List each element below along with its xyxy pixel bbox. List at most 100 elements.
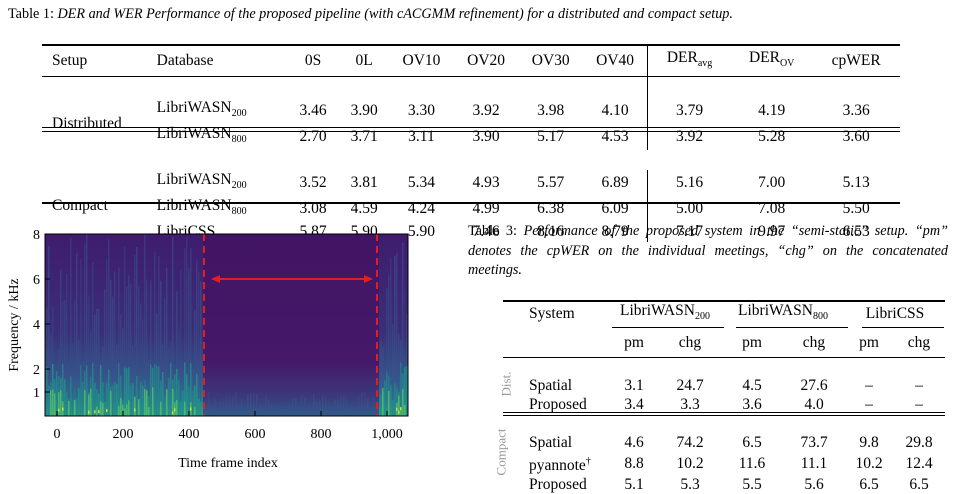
arrow-head-left <box>211 275 220 283</box>
t1-cell: 4.53 <box>583 124 649 151</box>
spectral-streak <box>404 404 406 416</box>
spectral-streak <box>380 394 382 416</box>
spectral-streak <box>94 314 96 416</box>
t3-cell: 27.6 <box>800 377 828 394</box>
spectral-streak <box>72 344 74 416</box>
table1-caption-text: DER and WER Performance of the proposed … <box>57 6 733 22</box>
t1-cell: 5.50 <box>842 200 870 218</box>
spectral-streak <box>396 252 398 416</box>
spectral-streak <box>390 258 392 416</box>
t1-cell: 5.13 <box>842 174 870 192</box>
spectral-streak <box>52 389 54 416</box>
spectral-streak <box>358 395 360 416</box>
t3-header-system: System <box>529 305 575 322</box>
t1-db: LibriWASN200 <box>156 99 247 120</box>
spectral-streak <box>384 380 386 416</box>
spectral-streak <box>92 261 94 416</box>
spectral-streak <box>96 406 98 416</box>
spectral-streak <box>178 379 180 416</box>
spectral-streak <box>232 396 234 416</box>
spectral-streak <box>198 271 200 416</box>
spectral-streak <box>168 377 170 416</box>
spectral-streak <box>52 307 54 416</box>
t3-cell: 6.5 <box>742 434 762 451</box>
t1-cell: 5.57 <box>537 174 565 192</box>
spectrogram-svg: 8 6 4 2 1 0 200 400 600 800 1,000 Time f… <box>7 228 409 471</box>
table1-head-rule <box>42 76 900 77</box>
spectral-streak <box>60 389 62 416</box>
quiet-region <box>203 234 379 416</box>
table1-caption-prefix: Table 1: <box>8 6 54 22</box>
t1-cell: 3.90 <box>350 102 378 120</box>
spectral-streak <box>190 363 192 416</box>
spectral-streak <box>134 396 136 416</box>
spectral-streak <box>194 406 196 416</box>
spectral-streak <box>226 394 228 416</box>
spectral-streak <box>66 273 68 416</box>
spectral-streak <box>352 408 354 416</box>
spectral-streak <box>66 391 68 416</box>
spectral-streak <box>166 267 168 416</box>
t1-setup-distributed: Distributed <box>52 115 122 133</box>
t1-cell: 4.93 <box>472 174 500 192</box>
t3-system: Spatial <box>529 434 573 451</box>
t1-cell: 5.90 <box>407 223 436 241</box>
spectral-streak <box>340 396 342 416</box>
spectral-streak <box>106 383 108 416</box>
spectral-streak <box>280 408 282 416</box>
spectral-streak <box>268 399 270 416</box>
spectral-streak <box>58 392 60 416</box>
spectral-streak <box>170 363 172 416</box>
spectral-streak <box>102 402 104 416</box>
table-row: LibriWASN800 3.08 4.59 4.24 4.99 6.38 6.… <box>42 196 900 223</box>
spectral-streak <box>62 301 64 416</box>
t1-cell: 6.09 <box>583 196 649 223</box>
t3-cell: – <box>865 377 873 394</box>
t1-cell: 3.52 <box>299 174 327 192</box>
table-row: LibriWASN800 2.70 3.71 3.11 3.90 5.17 4.… <box>42 124 900 151</box>
spectral-streak <box>122 328 124 416</box>
spectral-streak <box>98 410 100 414</box>
spectral-streak <box>182 390 184 416</box>
spectral-streak <box>250 393 252 416</box>
t1-cell: 5.28 <box>758 128 786 146</box>
spectral-streak <box>60 269 62 416</box>
t1-header-ov10: OV10 <box>402 52 441 70</box>
x-tick-800: 800 <box>311 427 332 442</box>
spectral-streak <box>142 385 144 416</box>
t3-subheader-chg: chg <box>678 333 702 351</box>
spectral-streak <box>118 405 120 416</box>
spectral-streak <box>211 403 213 416</box>
spectral-streak <box>88 394 90 416</box>
spectral-streak <box>136 375 138 416</box>
spectral-streak <box>106 259 108 416</box>
spectral-streak <box>128 400 130 416</box>
spectral-streak <box>156 365 158 416</box>
table3-mid-rule-b <box>503 415 945 416</box>
t3-group-libricss: LibriCSS <box>865 305 925 322</box>
spectral-streak <box>176 368 178 416</box>
spectral-streak <box>196 373 198 416</box>
spectral-streak <box>241 399 243 416</box>
table3-caption-prefix: Table 3: <box>468 223 517 239</box>
t1-cell: 3.98 <box>537 102 565 120</box>
table3: System LibriWASN200 LibriWASN800 LibriCS… <box>503 300 945 494</box>
spectral-streak <box>114 382 116 416</box>
spectral-streak <box>184 362 186 416</box>
spectral-streak <box>292 398 294 416</box>
spectral-streak <box>126 368 128 416</box>
spectral-streak <box>146 390 148 416</box>
t1-cell: 4.19 <box>758 102 786 120</box>
spectral-streak <box>160 380 162 416</box>
spectral-streak <box>361 392 363 416</box>
spectral-streak <box>247 394 249 416</box>
spectral-streak <box>386 371 388 416</box>
spectral-streak <box>388 390 390 416</box>
spectral-streak <box>158 256 160 416</box>
spectral-streak <box>162 372 164 416</box>
spectral-streak <box>190 407 192 411</box>
y-axis: 8 6 4 2 1 <box>33 228 50 401</box>
t3-subheader-pm: pm <box>859 333 879 351</box>
spectral-streak <box>186 236 188 416</box>
spectral-streak <box>328 401 330 416</box>
